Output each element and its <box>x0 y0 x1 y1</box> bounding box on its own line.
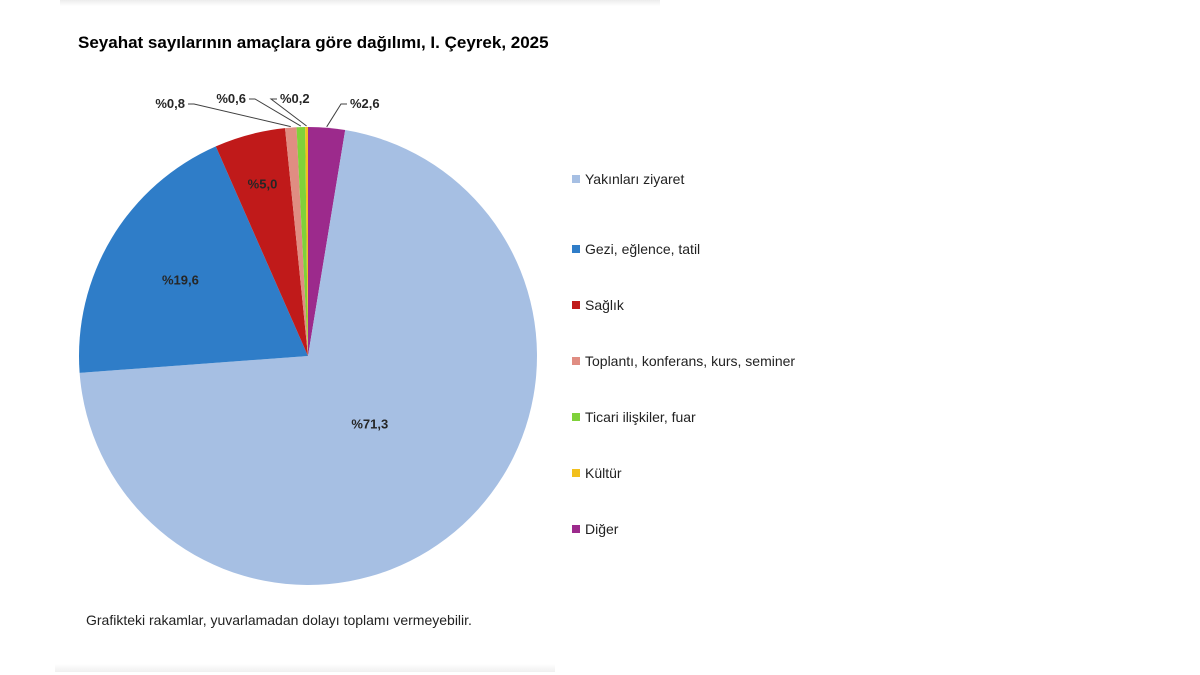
legend-swatch <box>572 301 580 309</box>
legend-swatch <box>572 357 580 365</box>
top-shade <box>60 0 660 6</box>
legend-label: Gezi, eğlence, tatil <box>585 241 701 257</box>
data-label-ticari-iliskiler-fuar: %0,6 <box>216 91 246 106</box>
data-label-toplanti-konferans-kurs-seminer: %0,8 <box>155 96 185 111</box>
legend-label: Diğer <box>585 521 619 537</box>
leader-line-ticari-iliskiler-fuar <box>249 98 302 127</box>
legend-item-toplanti-konferans-kurs-seminer: Toplantı, konferans, kurs, seminer <box>572 333 795 389</box>
legend-item-yakinlari-ziyaret: Yakınları ziyaret <box>572 165 795 193</box>
footnote: Grafikteki rakamlar, yuvarlamadan dolayı… <box>86 612 472 628</box>
pie-slice-kultur <box>305 127 308 356</box>
chart-title: Seyahat sayılarının amaçlara göre dağılı… <box>78 33 549 52</box>
legend-label: Sağlık <box>585 297 624 313</box>
leader-line-kultur <box>269 98 307 127</box>
chart-legend: Yakınları ziyaret Gezi, eğlence, tatil Sağ… <box>572 165 795 557</box>
pie-slice-toplanti-konferans-kurs-seminer <box>285 127 308 356</box>
legend-swatch <box>572 525 580 533</box>
pie-slice-yakinlari-ziyaret <box>79 130 537 585</box>
pie-slice-gezi-eglence-tatil <box>78 146 309 373</box>
leader-line-toplanti-konferans-kurs-seminer <box>188 103 291 128</box>
legend-label: Kültür <box>585 465 622 481</box>
legend-label: Toplantı, konferans, kurs, seminer <box>585 353 796 369</box>
legend-swatch <box>572 469 580 477</box>
legend-item-diger: Diğer <box>572 501 795 557</box>
leader-line-diger <box>326 103 347 128</box>
legend-item-ticari-iliskiler-fuar: Ticari ilişkiler, fuar <box>572 389 795 445</box>
legend-item-kultur: Kültür <box>572 445 795 501</box>
legend-item-gezi-eglence-tatil: Gezi, eğlence, tatil <box>572 221 795 277</box>
legend-label: Yakınları ziyaret <box>585 171 685 187</box>
pie-slice-ticari-iliskiler-fuar <box>296 127 308 357</box>
data-label-gezi-eglence-tatil: %19,6 <box>162 272 199 287</box>
bottom-shade <box>55 664 555 672</box>
data-label-saglik: %5,0 <box>248 176 278 191</box>
legend-item-saglik: Sağlık <box>572 277 795 333</box>
legend-label: Ticari ilişkiler, fuar <box>585 409 696 425</box>
legend-swatch <box>572 175 580 183</box>
data-label-kultur: %0,2 <box>280 91 310 106</box>
legend-swatch <box>572 245 580 253</box>
pie-slice-saglik <box>215 128 308 356</box>
data-label-yakinlari-ziyaret: %71,3 <box>351 417 388 432</box>
pie-slice-diger <box>308 127 346 356</box>
data-label-diger: %2,6 <box>350 96 380 111</box>
legend-swatch <box>572 413 580 421</box>
